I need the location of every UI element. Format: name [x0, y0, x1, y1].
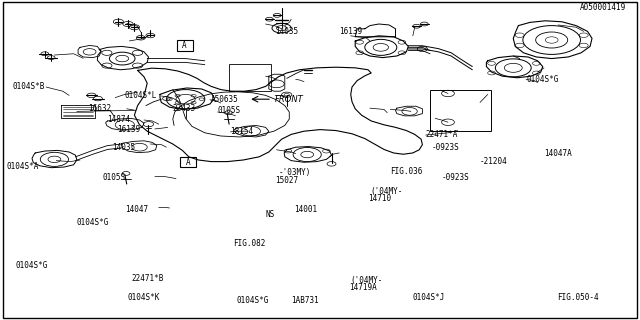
Text: 14874: 14874 [108, 116, 131, 124]
Text: 16632: 16632 [88, 104, 111, 113]
Bar [177, 40, 193, 51]
Bar [180, 157, 196, 167]
Text: ('04MY-: ('04MY- [351, 276, 383, 284]
Text: 14001: 14001 [294, 205, 317, 214]
Text: 0104S*A: 0104S*A [6, 162, 39, 171]
Text: A050001419: A050001419 [580, 4, 626, 12]
Text: 0105S: 0105S [102, 173, 125, 182]
Text: 0104S*J: 0104S*J [413, 293, 445, 302]
Text: 14035: 14035 [112, 143, 135, 152]
Text: 0104S*B: 0104S*B [13, 82, 45, 91]
Text: 14047: 14047 [125, 205, 148, 214]
Text: FRONT: FRONT [275, 95, 304, 104]
Text: 18154: 18154 [230, 127, 253, 136]
Text: 0104S*L: 0104S*L [125, 92, 157, 100]
Text: 0104S*G: 0104S*G [526, 76, 559, 84]
Text: 0104S*G: 0104S*G [77, 218, 109, 227]
Text: 16139: 16139 [339, 28, 362, 36]
Text: 0104S*K: 0104S*K [128, 293, 161, 302]
Text: FIG.050-4: FIG.050-4 [557, 293, 598, 302]
Text: 22433: 22433 [173, 104, 196, 113]
Text: 16139: 16139 [117, 125, 140, 134]
Text: 0104S*G: 0104S*G [237, 296, 269, 305]
Text: FIG.082: FIG.082 [234, 239, 266, 248]
Text: 15027: 15027 [275, 176, 298, 185]
Text: -'03MY): -'03MY) [278, 168, 311, 177]
Text: ('04MY-: ('04MY- [370, 187, 403, 196]
Text: 14710: 14710 [368, 194, 391, 203]
Text: 22471*B: 22471*B [131, 274, 164, 283]
Text: 1AB731: 1AB731 [291, 296, 319, 305]
Bar [430, 90, 491, 131]
Bar [229, 64, 271, 91]
Text: 14035: 14035 [275, 28, 298, 36]
Text: NS: NS [266, 210, 275, 219]
Text: 22471*A: 22471*A [426, 130, 458, 139]
Text: A: A [182, 41, 187, 50]
Text: A: A [186, 158, 191, 167]
Text: 0104S*G: 0104S*G [16, 261, 49, 270]
Text: 14047A: 14047A [544, 149, 572, 158]
Text: 14719A: 14719A [349, 284, 376, 292]
Text: -0923S: -0923S [442, 173, 469, 182]
Text: FIG.036: FIG.036 [390, 167, 423, 176]
Text: -0923S: -0923S [432, 143, 460, 152]
Text: 0105S: 0105S [218, 106, 241, 115]
Text: A50635: A50635 [211, 95, 239, 104]
Text: -21204: -21204 [480, 157, 508, 166]
